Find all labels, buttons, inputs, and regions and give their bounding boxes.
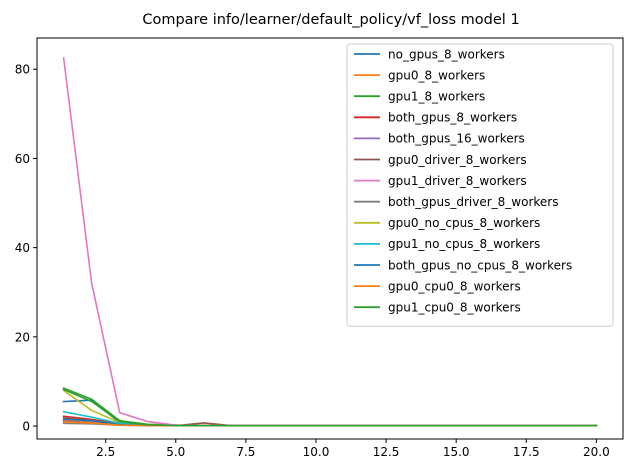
legend-label-5: gpu0_driver_8_workers [388,153,527,167]
legend-label-1: gpu0_8_workers [388,68,485,82]
series-layer [62,57,598,427]
y-tick-label: 60 [15,152,30,166]
legend: no_gpus_8_workers gpu0_8_workers gpu1_8_wo… [346,43,614,327]
y-tick-label: 20 [15,330,30,344]
legend-label-7: both_gpus_driver_8_workers [388,195,558,209]
legend-box [346,43,614,327]
series-line-0 [62,399,598,427]
legend-label-6: gpu1_driver_8_workers [388,174,527,188]
y-tick-label: 40 [15,241,30,255]
x-tick-label: 2.5 [96,445,115,459]
legend-label-11: gpu0_cpu0_8_workers [388,279,521,293]
legend-label-3: both_gpus_8_workers [388,111,517,125]
y-tick-label: 0 [22,420,30,434]
y-tick-label: 80 [15,63,30,77]
x-tick-label: 7.5 [236,445,255,459]
legend-label-8: gpu0_no_cpus_8_workers [388,216,540,230]
legend-label-9: gpu1_no_cpus_8_workers [388,237,540,251]
x-tick-label: 17.5 [513,445,540,459]
legend-label-0: no_gpus_8_workers [388,47,505,61]
x-tick-label: 20.0 [583,445,610,459]
legend-label-10: both_gpus_no_cpus_8_workers [388,258,572,272]
x-tick-label: 10.0 [303,445,330,459]
legend-label-2: gpu1_8_workers [388,90,485,104]
legend-label-4: both_gpus_16_workers [388,132,525,146]
x-tick-label: 15.0 [443,445,470,459]
x-tick-label: 12.5 [373,445,400,459]
plot-frame [36,37,624,440]
series-line-12 [62,388,598,427]
legend-label-12: gpu1_cpu0_8_workers [388,301,521,315]
chart-title: Compare info/learner/default_policy/vf_l… [142,12,519,28]
x-tick-label: 5.0 [166,445,185,459]
axes-layer: 2.5 5.0 7.5 10.0 12.5 15.0 17.5 20.0 0 20 40 60 80 [15,63,610,459]
